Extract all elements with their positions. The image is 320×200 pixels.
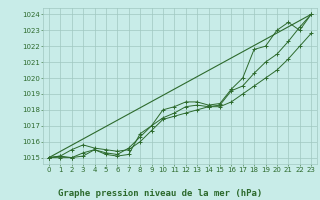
Text: Graphe pression niveau de la mer (hPa): Graphe pression niveau de la mer (hPa) — [58, 189, 262, 198]
